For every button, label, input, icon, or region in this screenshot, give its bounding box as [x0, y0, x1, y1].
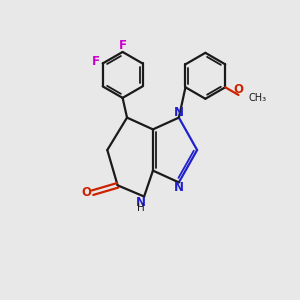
Text: CH₃: CH₃ [248, 93, 267, 103]
Text: F: F [92, 56, 100, 68]
Text: N: N [174, 181, 184, 194]
Text: O: O [234, 83, 244, 96]
Text: F: F [119, 39, 127, 52]
Text: H: H [137, 203, 145, 213]
Text: N: N [174, 106, 184, 119]
Text: O: O [82, 186, 92, 199]
Text: N: N [136, 196, 146, 208]
